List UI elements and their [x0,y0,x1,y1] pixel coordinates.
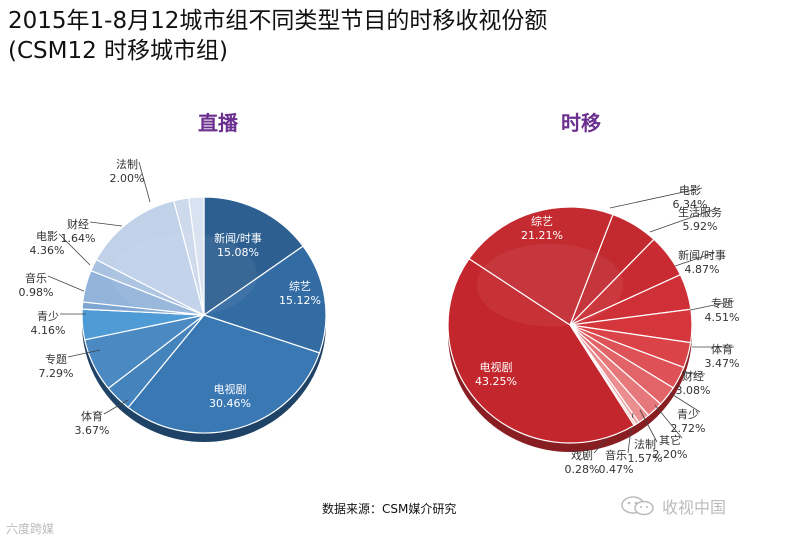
slice-value: 1.57% [628,452,663,465]
leader-line [669,392,701,413]
leader-line [47,275,87,293]
slice-value: 5.92% [683,220,718,233]
slice-label: 综艺 [289,279,311,293]
slice-value: 4.51% [705,311,740,324]
chart-title-line2: (CSM12 时移城市组) [8,38,229,64]
slice-label: 财经 [682,369,704,383]
watermark-right-text: 收视中国 [662,498,727,517]
slice-value: 0.98% [19,286,54,299]
leader-line [649,209,713,233]
slice-label: 法制 [634,437,656,451]
chart-title: 2015年1-8月12城市组不同类型节目的时移收视份额 (CSM12 时移城市组… [8,6,788,66]
pie-slice-电视剧 [447,257,635,444]
pie-slice-综艺 [202,245,327,354]
slice-label: 音乐 [25,271,47,285]
wechat-icon [621,496,654,516]
slice-value: 7.29% [39,367,74,380]
pie-title: 直播 [198,111,239,135]
pie-gloss [110,233,258,317]
leader-line [103,399,129,415]
slice-label: 新闻/时事 [678,248,726,262]
chart-title-line1: 2015年1-8月12城市组不同类型节目的时移收视份额 [8,8,548,34]
leader-line [654,404,683,439]
slice-label: 综艺 [531,214,553,228]
slice-value: 2.20% [653,448,688,461]
pie-slice-法制 [188,196,205,316]
leader-line [689,300,735,311]
slice-label: 法制 [116,157,138,171]
slice-value: 6.34% [673,198,708,211]
pie-gloss [476,243,624,327]
slice-value: 4.36% [30,244,65,257]
slice-label: 青少 [677,408,699,421]
pie-slice-unlabeled [95,199,205,317]
slice-value: 3.08% [676,384,711,397]
pie-slice-电视剧 [127,314,321,434]
slice-value: 4.16% [31,324,66,337]
slice-label: 体育 [81,409,103,423]
slice-value: 2.72% [671,422,706,435]
leader-line [639,409,658,443]
slice-label: 财经 [67,217,89,231]
slice-value: 15.08% [217,246,259,259]
slice-value: 43.25% [475,375,517,388]
data-source-note: 数据来源：CSM媒介研究 [322,502,457,516]
slice-label: 电影 [679,184,701,197]
slice-value: 21.21% [521,229,563,242]
leader-line [67,349,101,358]
slice-label: 戏剧 [571,449,593,462]
slice-label: 青少 [37,310,59,323]
slice-value: 3.67% [75,424,110,437]
watermark-left: 六度跨媒 [6,522,55,536]
leader-line [674,252,715,267]
leader-line [681,371,706,375]
slice-value: 4.87% [685,263,720,276]
slice-label: 其它 [659,433,681,447]
pie-slice-新闻/时事 [203,196,304,317]
slice-label: 音乐 [605,448,627,462]
slice-value: 1.64% [61,232,96,245]
slice-value: 3.47% [705,357,740,370]
leader-line [138,161,151,203]
slice-label: 电影 [36,230,58,243]
pie-title: 时移 [561,111,601,135]
leader-line [609,187,703,209]
slice-label: 新闻/时事 [214,231,262,245]
leader-line [58,233,91,266]
slice-value: 0.28% [565,463,600,476]
slice-label: 专题 [711,296,733,310]
slice-value: 2.00% [110,172,145,185]
slice-label: 体育 [711,342,733,356]
slice-label: 电视剧 [214,382,247,396]
leader-line [89,221,123,227]
slice-value: 30.46% [209,397,251,410]
watermark-right: 收视中国 [620,494,726,518]
slice-value: 0.47% [599,463,634,476]
slice-label: 生活服务 [678,205,722,219]
slice-label: 专题 [45,352,67,366]
slice-label: 电视剧 [480,360,513,374]
slice-value: 15.12% [279,294,321,307]
pie-slice-综艺 [468,206,614,326]
